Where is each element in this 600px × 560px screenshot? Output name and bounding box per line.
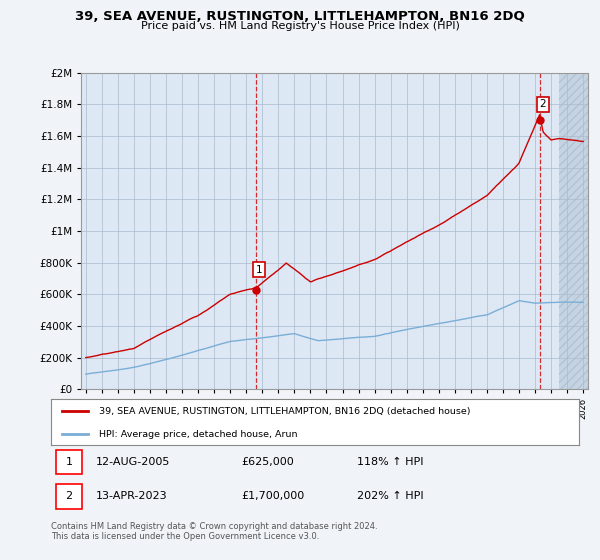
Text: 202% ↑ HPI: 202% ↑ HPI: [357, 491, 424, 501]
Text: 39, SEA AVENUE, RUSTINGTON, LITTLEHAMPTON, BN16 2DQ: 39, SEA AVENUE, RUSTINGTON, LITTLEHAMPTO…: [75, 10, 525, 22]
Bar: [559, 73, 591, 389]
Text: £1,700,000: £1,700,000: [241, 491, 304, 501]
Text: 39, SEA AVENUE, RUSTINGTON, LITTLEHAMPTON, BN16 2DQ (detached house): 39, SEA AVENUE, RUSTINGTON, LITTLEHAMPTO…: [98, 407, 470, 416]
Text: 2: 2: [65, 491, 73, 501]
Text: Contains HM Land Registry data © Crown copyright and database right 2024.: Contains HM Land Registry data © Crown c…: [51, 522, 377, 531]
Text: 2: 2: [539, 100, 546, 109]
FancyBboxPatch shape: [56, 484, 82, 508]
Text: 1: 1: [65, 457, 73, 467]
Text: HPI: Average price, detached house, Arun: HPI: Average price, detached house, Arun: [98, 430, 297, 439]
Text: 13-APR-2023: 13-APR-2023: [96, 491, 167, 501]
Text: Price paid vs. HM Land Registry's House Price Index (HPI): Price paid vs. HM Land Registry's House …: [140, 21, 460, 31]
Text: 12-AUG-2005: 12-AUG-2005: [96, 457, 170, 467]
FancyBboxPatch shape: [56, 450, 82, 474]
Text: 118% ↑ HPI: 118% ↑ HPI: [357, 457, 424, 467]
Text: £625,000: £625,000: [241, 457, 294, 467]
Text: 1: 1: [256, 265, 263, 275]
Text: This data is licensed under the Open Government Licence v3.0.: This data is licensed under the Open Gov…: [51, 532, 319, 541]
